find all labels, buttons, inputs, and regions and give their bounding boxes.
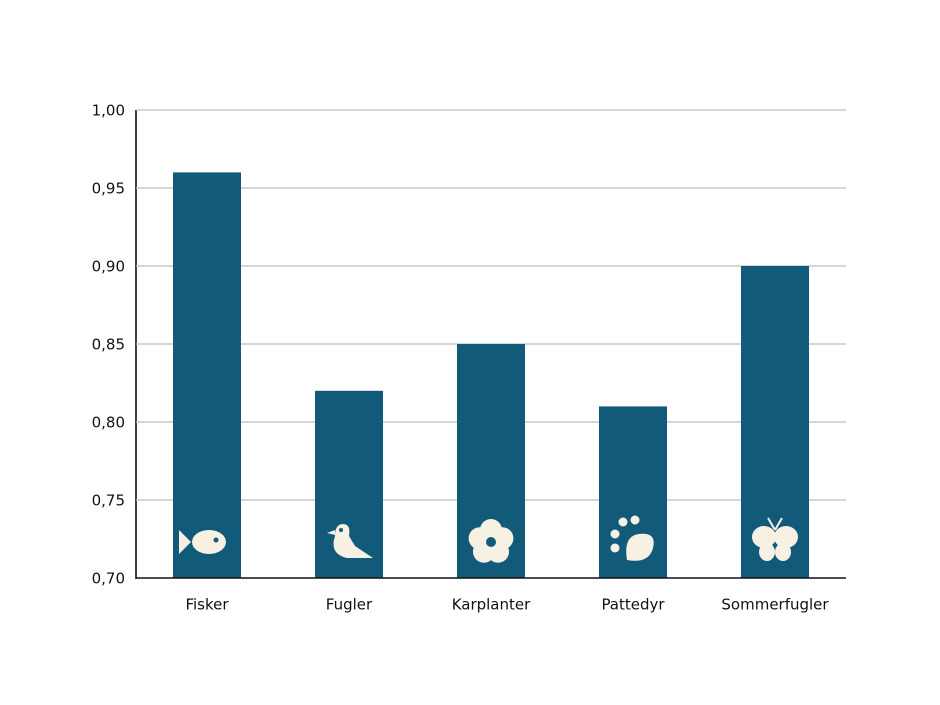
x-tick-label: Fisker [185,596,229,614]
icon-bird [339,528,343,532]
bar-icon [752,517,798,561]
icon-fish [179,530,191,554]
icon-flower [468,527,491,550]
y-tick-label: 0,95 [92,180,125,198]
bar-icon [468,519,514,563]
icon-butterfly [775,543,791,561]
icon-bird [327,530,335,535]
y-tick-label: 1,00 [92,102,125,120]
icon-paw [610,543,620,553]
y-tick-label: 0,80 [92,414,125,432]
icon-fish [192,530,226,554]
icon-paw [618,517,628,527]
y-tick-label: 0,75 [92,492,125,510]
y-tick-label: 0,90 [92,258,125,276]
icon-butterfly [774,526,798,548]
y-tick-label: 0,70 [92,570,125,588]
icon-paw [610,529,620,539]
bar-icon [610,515,654,561]
x-tick-label: Sommerfugler [721,596,829,614]
bar-icon [327,524,373,558]
x-tick-label: Karplanter [452,596,531,614]
bar [741,266,809,578]
icon-butterfly [759,543,775,561]
x-tick-label: Fugler [326,596,373,614]
icon-fish [213,537,219,543]
icon-butterfly [767,517,783,531]
y-tick-label: 0,85 [92,336,125,354]
icon-bird [333,524,373,558]
icon-paw [626,533,654,561]
icon-paw [630,515,640,525]
icon-flower [486,537,496,547]
icon-butterfly [752,526,776,548]
x-tick-label: Pattedyr [601,596,665,614]
bar [173,172,241,578]
bar-icon [179,530,226,554]
